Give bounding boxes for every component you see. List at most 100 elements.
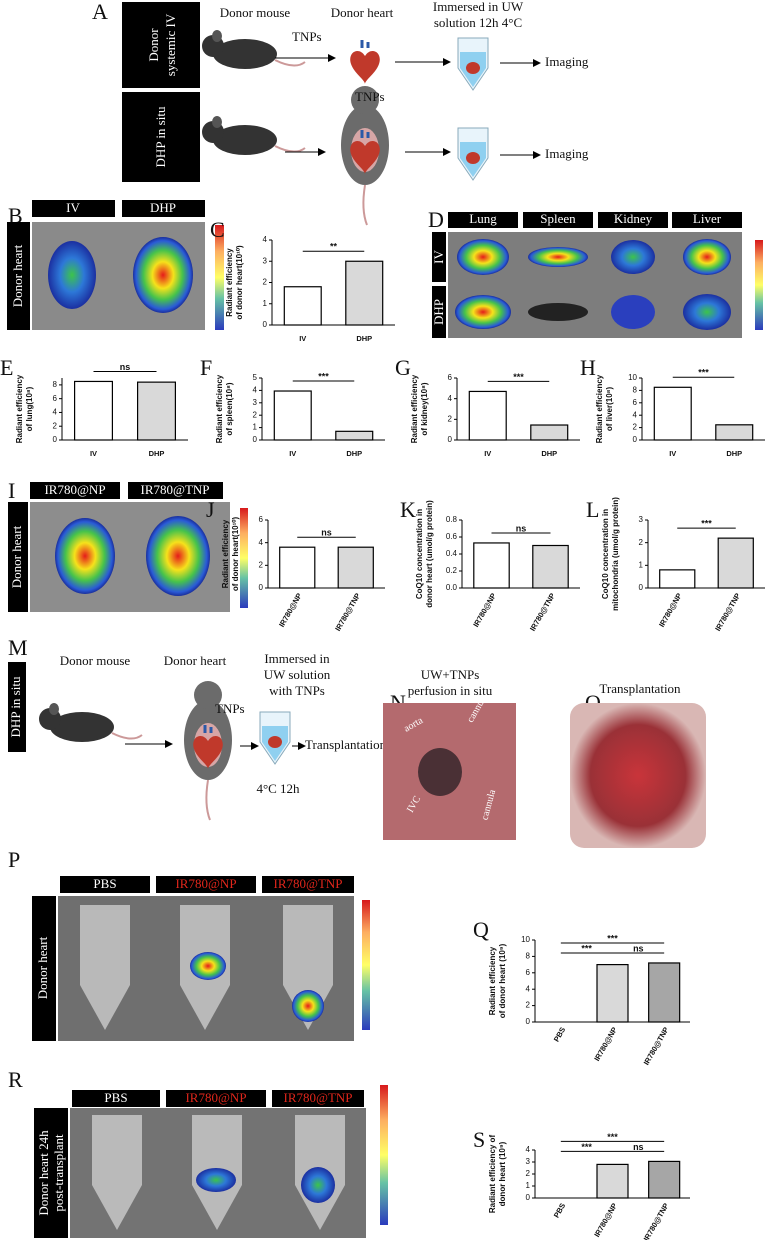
header-box [156, 876, 256, 893]
heart-signal [196, 1168, 236, 1192]
panel-label: D [428, 207, 444, 232]
group-label: PBS [104, 1090, 127, 1105]
x-tick-label: DHP [726, 449, 742, 458]
header-box [72, 1090, 160, 1107]
condition-label: 4°C 12h [256, 781, 300, 796]
panel-label: G [395, 355, 411, 380]
y-tick-label: 1 [526, 1181, 531, 1190]
y-axis-label: of lung(10⁸) [25, 386, 34, 431]
y-tick-label: 5 [253, 373, 258, 382]
header-box [262, 876, 354, 893]
step-label: with TNPs [269, 683, 325, 698]
bar [532, 544, 569, 589]
header-box [166, 1090, 266, 1107]
y-tick-label: 0 [259, 583, 264, 592]
y-tick-label: 3 [526, 1157, 531, 1166]
y-tick-label: 1 [253, 423, 258, 432]
y-tick-label: 1 [639, 560, 644, 569]
tnps-label: TNPs [355, 89, 385, 104]
y-tick-label: 0.6 [446, 532, 458, 541]
group-label: DHP [150, 200, 176, 215]
y-axis-label: CoQ10 concentration in [415, 509, 424, 599]
bar [596, 1163, 629, 1199]
side-box [432, 286, 446, 338]
side-box [8, 502, 28, 612]
step-label: Immersed in UW [433, 0, 524, 14]
header-box [598, 212, 668, 228]
y-tick-label: 0 [639, 583, 644, 592]
significance-label: ns [321, 528, 332, 538]
panel-label: L [586, 497, 599, 522]
bar [473, 542, 510, 589]
y-tick-label: 6 [259, 515, 264, 524]
y-axis-label: mitochondria (umol/g protein) [611, 497, 620, 611]
y-tick-label: 4 [253, 386, 258, 395]
panel-label: E [0, 355, 13, 380]
y-axis-label: Radiant efficiency [15, 374, 24, 443]
y-tick-label: 0 [253, 435, 258, 444]
header-box [60, 876, 150, 893]
y-axis-label: donor heart (10⁹) [498, 1141, 507, 1206]
y-tick-label: 6 [53, 394, 58, 403]
panel-label: S [473, 1127, 485, 1152]
significance-label: *** [581, 943, 592, 953]
significance-label: *** [607, 933, 618, 943]
panel-label: B [8, 203, 23, 228]
colorbar [362, 900, 370, 1030]
x-tick-label: IV [484, 449, 491, 458]
y-tick-label: 8 [633, 386, 638, 395]
side-box [8, 662, 26, 752]
header-box [272, 1090, 364, 1107]
panel-title: UW+TNPs [421, 667, 480, 682]
group-label: IR780@NP [175, 876, 236, 891]
step-label: Donor heart [164, 653, 227, 668]
y-axis-label: Radiant efficiency [488, 946, 497, 1015]
y-tick-label: 4 [633, 410, 638, 419]
step-label: Donor heart [331, 5, 394, 20]
imaging-label: Imaging [545, 146, 589, 161]
heart-signal [190, 952, 226, 980]
y-axis-label: of donor heart (10⁹) [498, 943, 507, 1018]
y-axis-label: of kidney(10⁸) [420, 382, 429, 435]
significance-label: *** [607, 1132, 618, 1142]
organ-signal [528, 247, 588, 267]
group-label: IR780@NP [185, 1090, 246, 1105]
group-label: IV [66, 200, 80, 215]
y-tick-label: 2 [526, 1169, 531, 1178]
y-tick-label: 0.4 [446, 549, 458, 558]
significance-label: ns [633, 1142, 644, 1152]
imaging-label: Imaging [545, 54, 589, 69]
y-tick-label: 4 [259, 538, 264, 547]
row-label: systemic IV [163, 13, 178, 76]
bar [73, 380, 113, 441]
y-tick-label: 6 [633, 398, 638, 407]
side-box [432, 232, 446, 282]
header-box [128, 482, 223, 499]
y-axis-label: CoQ10 concentration in [601, 509, 610, 599]
organ-label: Kidney [614, 211, 653, 226]
y-tick-label: 10 [628, 373, 637, 382]
photo-heart [418, 748, 462, 796]
group-label: IR780@TNP [140, 482, 209, 497]
header-box [30, 482, 120, 499]
y-tick-label: 2 [253, 410, 258, 419]
y-axis-label: of spleen(10⁸) [225, 382, 234, 435]
y-axis-label: of donor heart(10¹⁰) [231, 517, 240, 592]
y-tick-label: 4 [526, 1145, 531, 1154]
header-box [523, 212, 593, 228]
significance-label: *** [701, 519, 712, 529]
step-label: Donor mouse [60, 653, 131, 668]
y-tick-label: 2 [263, 278, 268, 287]
tube [80, 905, 130, 1030]
x-tick-label: DHP [346, 449, 362, 458]
side-label: post-transplant [51, 1134, 66, 1212]
bar [653, 386, 692, 441]
y-tick-label: 0 [53, 435, 58, 444]
y-tick-label: 0 [633, 435, 638, 444]
y-tick-label: 0.2 [446, 566, 458, 575]
heart-signal [146, 516, 210, 596]
bar [337, 546, 374, 589]
x-tick-label: IV [299, 334, 306, 343]
side-label: Donor heart 24h [36, 1130, 51, 1216]
panel-label: H [580, 355, 596, 380]
